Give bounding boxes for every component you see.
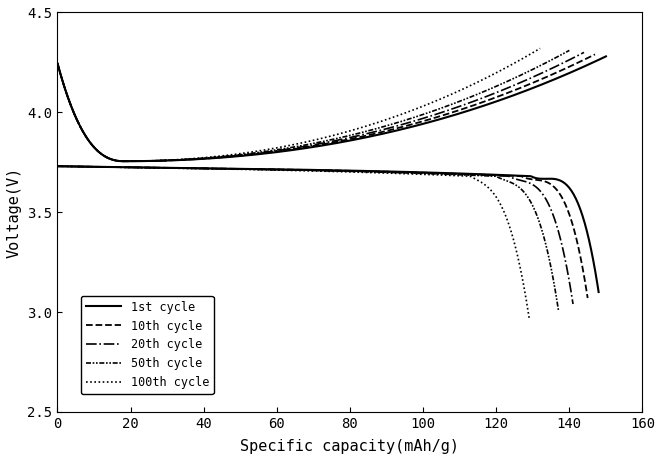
Legend: 1st cycle, 10th cycle, 20th cycle, 50th cycle, 100th cycle: 1st cycle, 10th cycle, 20th cycle, 50th … [81, 296, 214, 394]
Y-axis label: Voltage(V): Voltage(V) [7, 166, 22, 258]
X-axis label: Specific capacity(mAh/g): Specific capacity(mAh/g) [240, 439, 459, 454]
